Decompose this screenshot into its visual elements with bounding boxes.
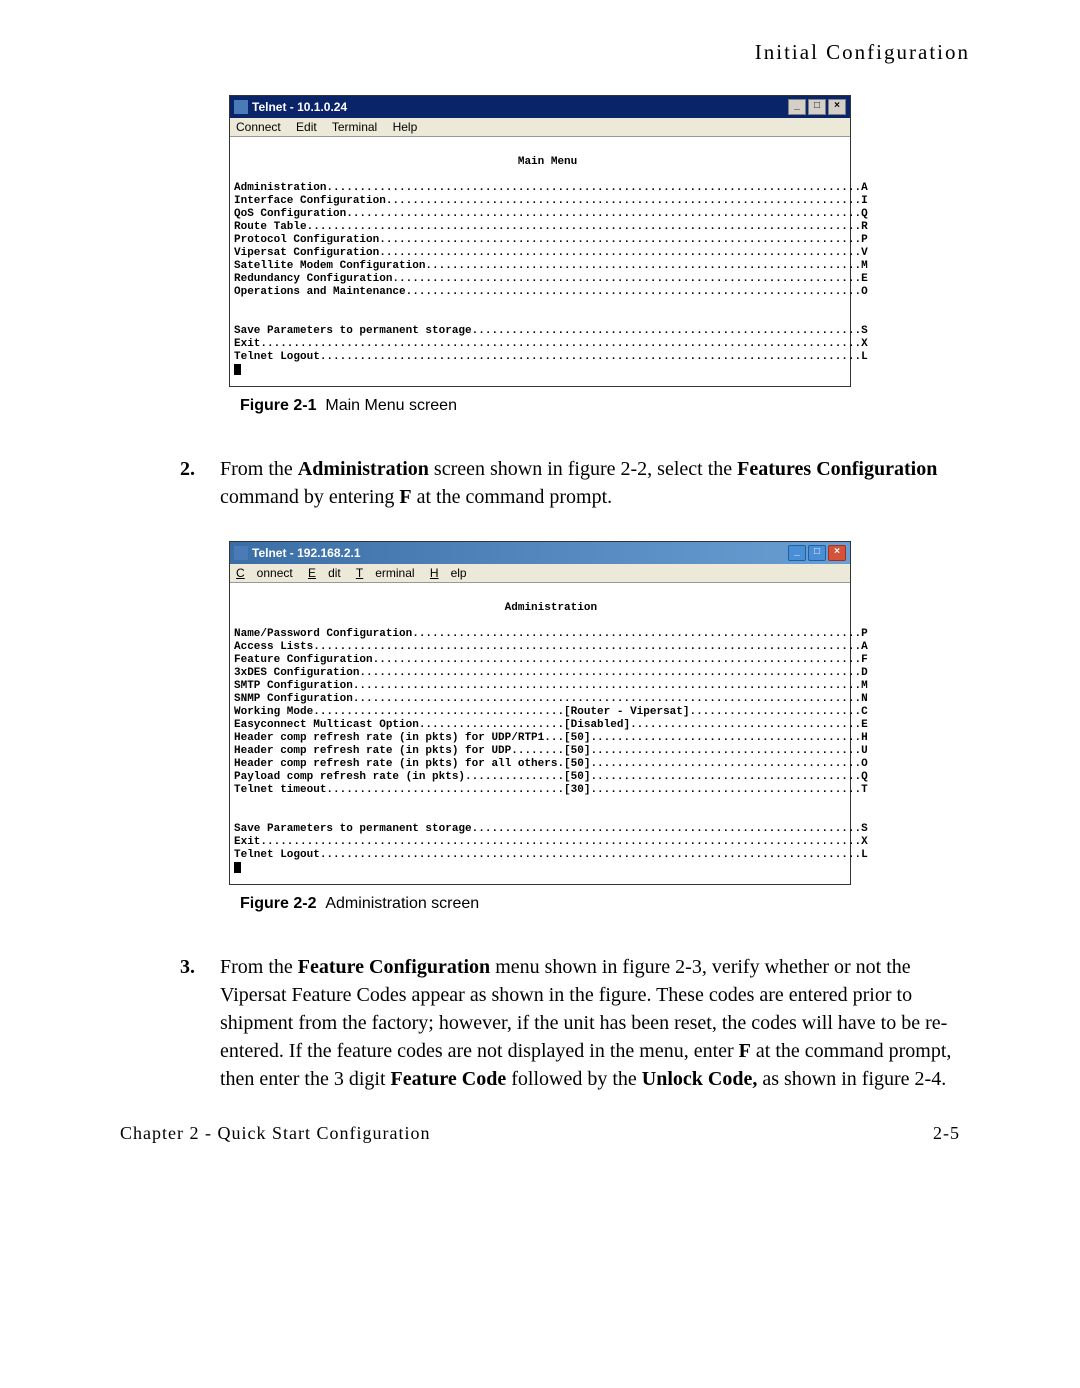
footer-chapter: Chapter 2 - Quick Start Configuration: [120, 1123, 430, 1144]
page-footer: Chapter 2 - Quick Start Configuration 2-…: [100, 1123, 980, 1144]
step-number: 2.: [180, 455, 220, 511]
step-number: 3.: [180, 953, 220, 1093]
window-controls: _ □ ×: [788, 545, 846, 561]
menu-help[interactable]: Help: [393, 120, 418, 134]
window-controls: _ □ ×: [788, 99, 846, 115]
window-title: Telnet - 10.1.0.24: [252, 100, 347, 114]
menu-edit[interactable]: Edit: [296, 120, 317, 134]
menu-edit[interactable]: Edit: [308, 566, 341, 580]
maximize-button[interactable]: □: [808, 99, 826, 115]
step-3: 3. From the Feature Configuration menu s…: [180, 953, 980, 1093]
close-button[interactable]: ×: [828, 545, 846, 561]
minimize-button[interactable]: _: [788, 99, 806, 115]
menubar-1: Connect Edit Terminal Help: [230, 118, 850, 137]
terminal-2: Administration Name/Password Configurati…: [230, 583, 850, 884]
terminal-1: Main Menu Administration................…: [230, 137, 850, 386]
footer-page-number: 2-5: [933, 1123, 960, 1144]
menu-terminal[interactable]: Terminal: [332, 120, 377, 134]
app-icon: [234, 100, 248, 114]
step-2: 2. From the Administration screen shown …: [180, 455, 980, 511]
menubar-2: Connect Edit Terminal Help: [230, 564, 850, 583]
menu-connect[interactable]: Connect: [236, 566, 293, 580]
menu-terminal[interactable]: Terminal: [356, 566, 415, 580]
titlebar-2: Telnet - 192.168.2.1 _ □ ×: [230, 542, 850, 564]
menu-connect[interactable]: Connect: [236, 120, 281, 134]
app-icon: [234, 546, 248, 560]
figure-caption-1: Figure 2-1 Main Menu screen: [240, 397, 980, 415]
telnet-window-1: Telnet - 10.1.0.24 _ □ × Connect Edit Te…: [229, 95, 851, 387]
close-button[interactable]: ×: [828, 99, 846, 115]
step-text: From the Administration screen shown in …: [220, 455, 980, 511]
maximize-button[interactable]: □: [808, 545, 826, 561]
telnet-window-2: Telnet - 192.168.2.1 _ □ × Connect Edit …: [229, 541, 851, 885]
menu-help[interactable]: Help: [430, 566, 467, 580]
window-title: Telnet - 192.168.2.1: [252, 546, 361, 560]
titlebar-1: Telnet - 10.1.0.24 _ □ ×: [230, 96, 850, 118]
minimize-button[interactable]: _: [788, 545, 806, 561]
figure-caption-2: Figure 2-2 Administration screen: [240, 895, 980, 913]
page-header: Initial Configuration: [100, 40, 980, 65]
step-text: From the Feature Configuration menu show…: [220, 953, 980, 1093]
